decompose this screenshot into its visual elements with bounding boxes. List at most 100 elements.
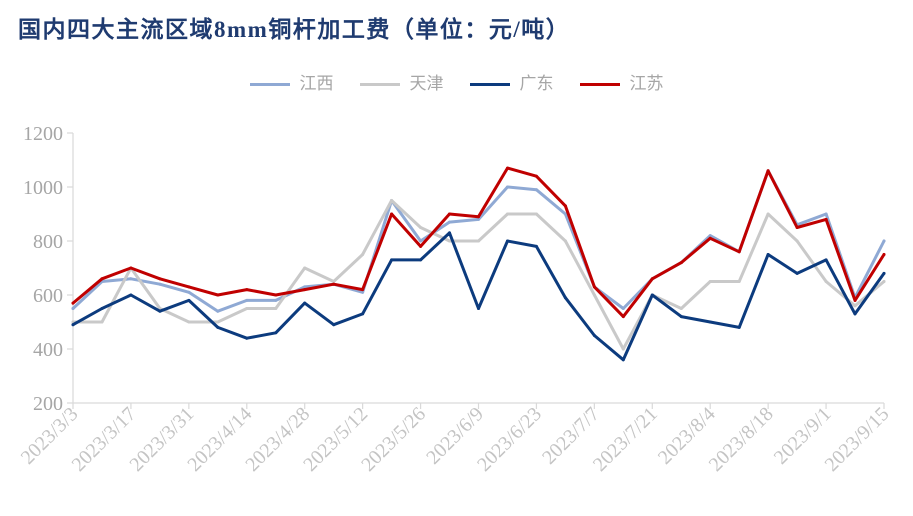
tianjin-point [477,239,480,243]
x-tick-label: 2023/9/15 [821,403,894,476]
jiangsu-point [882,253,886,256]
tianjin-point [303,266,307,270]
guangdong-series [71,231,886,362]
y-tick-label: 400 [33,339,63,361]
jiangsu-point [563,204,567,208]
jiangxi-point [708,234,712,238]
legend-item-guangdong[interactable]: 广东 [469,72,554,96]
tianjin-series [71,199,886,351]
legend-label-jiangxi: 江西 [299,74,334,93]
jiangsu-point [100,277,104,281]
tianjin-point [419,226,423,229]
jiangsu-point [708,236,712,240]
jiangsu-point [129,266,133,270]
tianjin-point [766,212,770,216]
jiangsu-point [795,226,799,229]
guangdong-point [129,293,133,297]
jiangsu-point [824,217,828,221]
guangdong-point [592,334,596,337]
jiangxi-point [245,298,249,302]
tianjin-point [506,212,509,216]
guangdong-point [303,301,307,305]
x-tick-label: 2023/7/21 [589,403,662,476]
guangdong-point [245,336,249,340]
tianjin-point [708,280,712,283]
legend-item-tianjin[interactable]: 天津 [359,72,444,96]
guangdong-point [158,309,162,313]
tianjin-point [100,320,104,324]
tianjin-point [361,253,365,256]
jiangsu-point [592,285,596,289]
tianjin-point [216,320,220,324]
legend-swatch-jiangxi [249,82,290,86]
guangdong-point [708,320,712,324]
jiangsu-point [506,166,509,170]
tianjin-point [621,347,625,351]
tianjin-point [679,307,683,310]
jiangsu-point [71,301,75,305]
legend-item-jiangsu[interactable]: 江苏 [579,72,664,96]
jiangsu-point [679,261,683,265]
legend-swatch-tianjin [359,82,400,86]
tianjin-point [737,280,741,283]
guangdong-point [853,312,857,316]
guangdong-point [274,331,278,335]
tianjin-point [853,304,857,308]
legend: 江西 天津 广东 江苏 [0,72,913,96]
jiangsu-point [158,277,162,281]
jiangsu-point [419,244,423,248]
guangdong-point [824,258,828,262]
jiangxi-point [882,239,886,243]
tianjin-point [824,280,828,283]
guangdong-point [448,231,451,235]
series-group [71,166,886,362]
jiangsu-point [274,293,278,297]
jiangxi-point [534,188,538,192]
jiangxi-point [361,290,365,294]
legend-swatch-jiangsu [579,82,620,86]
guangdong-point [679,315,683,319]
jiangxi-point [303,285,307,289]
guangdong-point [766,253,770,256]
jiangxi-point [129,277,133,281]
jiangxi-point [824,212,828,216]
legend-label-tianjin: 天津 [409,74,444,93]
tianjin-point [563,239,567,243]
jiangsu-point [216,293,220,297]
guangdong-point [71,323,75,327]
jiangsu-point [245,288,249,292]
guangdong-point [737,325,741,329]
jiangxi-point [216,309,220,313]
jiangsu-point [303,288,307,292]
guangdong-point [419,258,423,262]
jiangxi-point [71,307,75,310]
guangdong-point [534,244,538,248]
guangdong-point [361,312,365,316]
legend-label-jiangsu: 江苏 [629,74,664,93]
guangdong-point [506,239,509,243]
guangdong-point [332,323,336,327]
jiangxi-point [448,220,451,224]
jiangxi-point [158,282,162,286]
guangdong-point [187,298,191,302]
legend-item-jiangxi[interactable]: 江西 [249,72,334,96]
legend-swatch-guangdong [469,82,510,86]
guangdong-point [795,271,799,275]
tianjin-point [534,212,538,216]
y-tick-label: 200 [33,393,63,415]
jiangxi-point [274,298,278,302]
guangdong-point [216,325,220,329]
jiangsu-point [448,212,451,216]
tianjin-point [795,239,799,243]
jiangsu-point [853,298,857,302]
axes: 200400600800100012002023/3/32023/3/17202… [17,123,894,476]
tianjin-point [332,280,336,283]
tianjin-point [592,293,596,297]
tianjin-point [274,307,278,310]
tianjin-point [245,307,249,310]
guangdong-point [477,307,480,310]
jiangsu-point [737,250,741,254]
jiangxi-point [621,307,625,310]
jiangsu-point [650,277,654,281]
